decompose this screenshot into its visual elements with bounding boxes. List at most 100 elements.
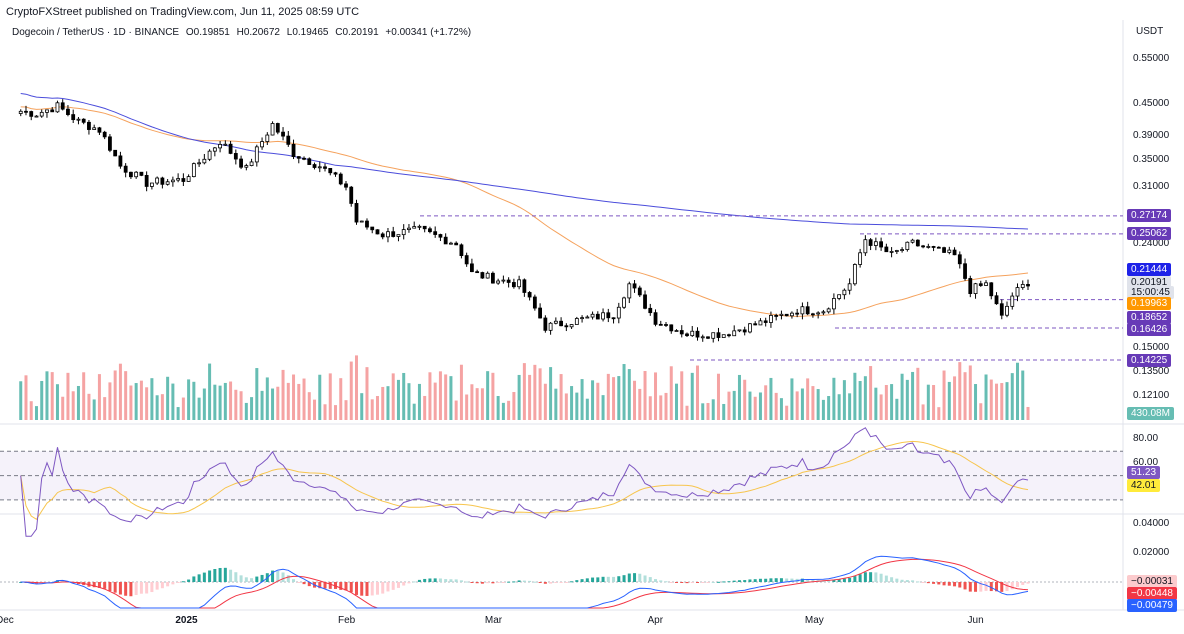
macd-histogram-bar xyxy=(187,579,191,582)
volume-bar xyxy=(716,373,720,420)
candle-body xyxy=(931,246,936,248)
volume-bar xyxy=(1026,406,1030,420)
macd-histogram-bar xyxy=(454,579,458,582)
volume-bar xyxy=(97,374,101,420)
macd-histogram-bar xyxy=(108,582,112,592)
volume-bar xyxy=(538,368,542,420)
volume-bar xyxy=(596,382,600,420)
candle-body xyxy=(821,311,826,314)
volume-bar xyxy=(1000,383,1004,420)
macd-histogram-bar xyxy=(255,576,259,582)
macd-histogram-bar xyxy=(617,576,621,582)
volume-bar xyxy=(633,380,637,420)
macd-histogram-bar xyxy=(307,582,311,587)
macd-histogram-bar xyxy=(176,582,180,583)
volume-bar xyxy=(827,396,831,420)
macd-histogram-bar xyxy=(706,582,710,583)
volume-bar xyxy=(811,386,815,420)
volume-bar xyxy=(937,407,941,420)
volume-bar xyxy=(932,385,936,420)
candle-body xyxy=(344,183,348,188)
volume-bar xyxy=(286,382,290,420)
macd-histogram-bar xyxy=(250,578,254,582)
volume-bar xyxy=(276,386,280,420)
candle-body xyxy=(281,131,285,137)
macd-histogram-bar xyxy=(166,582,170,587)
volume-bar xyxy=(239,391,243,420)
candle-body xyxy=(490,272,495,284)
volume-bar xyxy=(522,363,526,420)
macd-histogram-bar xyxy=(517,580,521,582)
volume-bar xyxy=(40,380,44,420)
macd-histogram-bar xyxy=(675,582,679,583)
macd-histogram-bar xyxy=(732,580,736,582)
macd-histogram-bar xyxy=(911,580,915,582)
macd-histogram-bar xyxy=(790,578,794,582)
macd-histogram-bar xyxy=(947,582,951,586)
candle-body xyxy=(155,177,160,184)
macd-histogram-bar xyxy=(302,582,306,585)
volume-bar xyxy=(339,378,343,420)
candle-body xyxy=(501,279,506,282)
candle-body xyxy=(511,282,516,288)
volume-bar xyxy=(292,374,296,420)
volume-bar xyxy=(879,394,883,420)
macd-histogram-bar xyxy=(842,578,846,582)
volume-bar xyxy=(234,389,238,420)
candle-body xyxy=(223,143,228,146)
volume-bar xyxy=(412,403,416,420)
macd-histogram-bar xyxy=(1016,582,1020,587)
macd-histogram-bar xyxy=(412,581,416,583)
macd-histogram-bar xyxy=(522,580,526,582)
volume-bar xyxy=(480,388,484,420)
time-tick-label: Jun xyxy=(967,615,984,626)
volume-bar xyxy=(386,386,390,420)
candle-body xyxy=(50,109,55,113)
candle-body xyxy=(391,231,396,237)
volume-bar xyxy=(737,374,741,420)
candle-body xyxy=(218,144,222,149)
price-tag: 430.08M xyxy=(1127,407,1174,420)
macd-histogram-bar xyxy=(459,580,463,582)
macd-histogram-bar xyxy=(779,578,783,582)
volume-bar xyxy=(113,370,117,420)
macd-histogram-bar xyxy=(449,579,453,582)
volume-bar xyxy=(921,404,925,420)
volume-bar xyxy=(648,396,652,420)
price-tag: 0.19963 xyxy=(1127,297,1172,310)
candle-body xyxy=(889,251,894,253)
volume-bar xyxy=(134,383,138,420)
candle-body xyxy=(202,158,207,164)
volume-bar xyxy=(344,400,348,420)
macd-histogram-bar xyxy=(606,576,610,582)
candle-body xyxy=(548,322,553,331)
volume-bar xyxy=(145,387,149,420)
macd-histogram-bar xyxy=(559,582,563,583)
macd-histogram-bar xyxy=(97,582,101,588)
candle-body xyxy=(233,153,238,160)
macd-histogram-bar xyxy=(344,582,348,591)
volume-bar xyxy=(848,393,852,420)
volume-bar xyxy=(118,363,122,420)
volume-bar xyxy=(260,390,264,420)
macd-histogram-bar xyxy=(465,581,469,583)
candle-body xyxy=(795,312,800,315)
candle-body xyxy=(784,313,789,317)
macd-histogram-bar xyxy=(685,582,689,584)
candle-body xyxy=(333,172,338,175)
price-tick-label: 0.45000 xyxy=(1133,97,1170,109)
time-tick-label: Dec xyxy=(0,615,14,626)
macd-histogram-bar xyxy=(475,582,479,584)
macd-histogram-bar xyxy=(711,581,715,583)
candle-body xyxy=(721,334,726,338)
volume-bar xyxy=(627,369,631,420)
macd-histogram-bar xyxy=(423,578,427,582)
price-tick-label: 0.12100 xyxy=(1133,390,1170,401)
macd-histogram-bar xyxy=(229,569,233,582)
volume-bar xyxy=(417,383,421,420)
candle-body xyxy=(485,272,490,279)
macd-histogram-bar xyxy=(139,582,143,594)
volume-bar xyxy=(806,378,810,420)
candle-body xyxy=(852,264,857,285)
